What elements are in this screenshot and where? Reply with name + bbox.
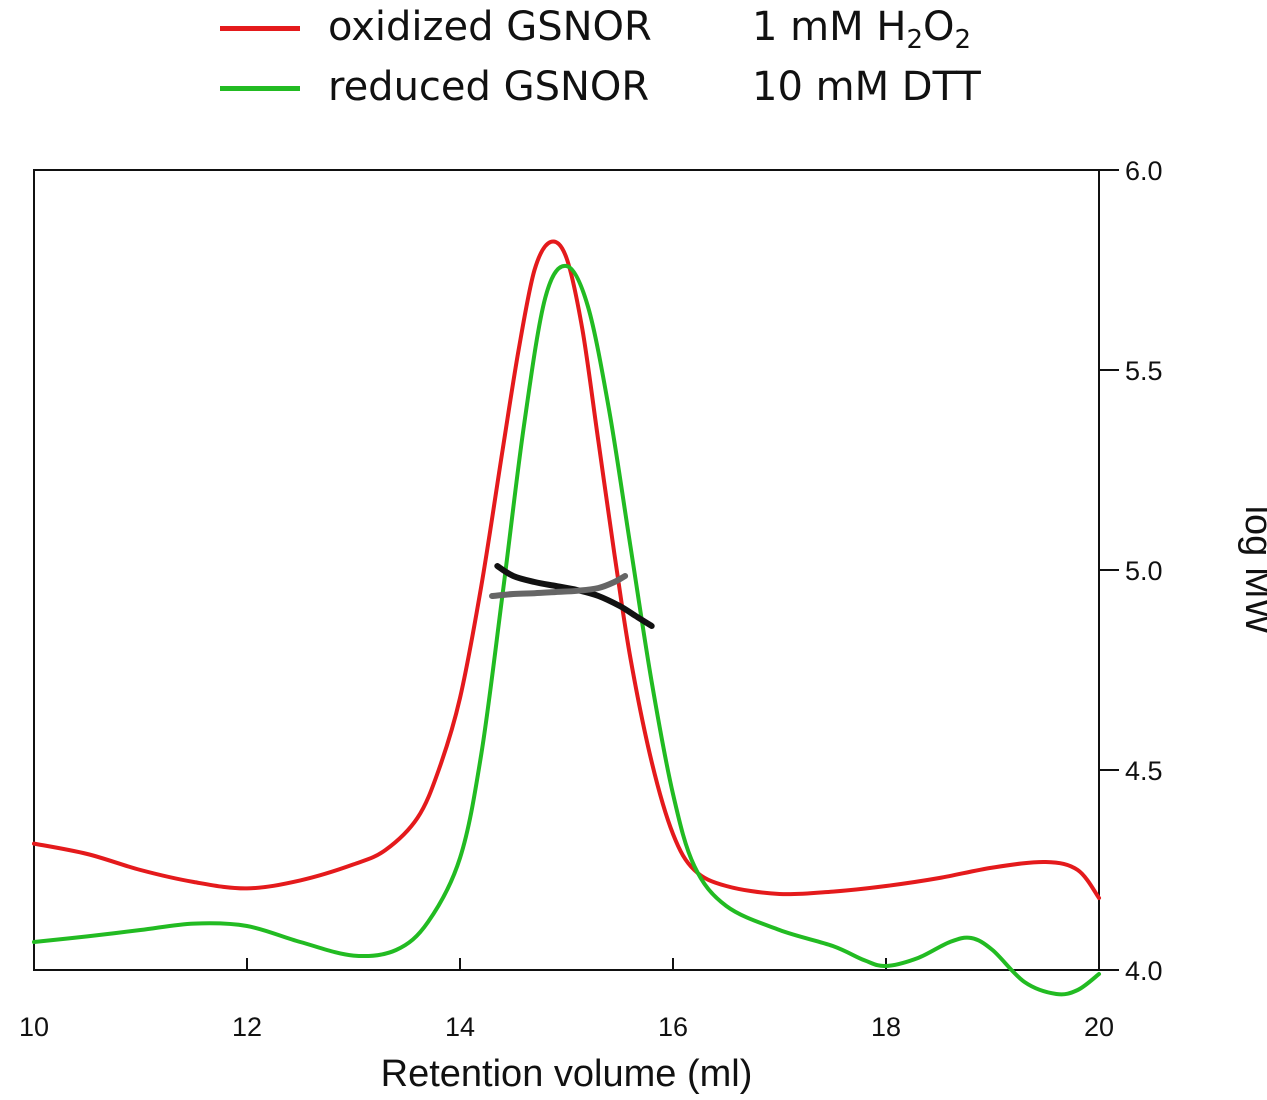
y2-tick-label: 5.0 bbox=[1125, 556, 1163, 586]
x-tick-label: 18 bbox=[871, 1012, 901, 1042]
legend-condition-reduced: 10 mM DTT bbox=[752, 64, 981, 110]
legend-label-reduced: reduced GSNOR bbox=[328, 64, 650, 110]
plot-frame bbox=[33, 169, 1100, 971]
condition-text-b: O bbox=[922, 4, 955, 50]
series-line-0 bbox=[32, 239, 1101, 900]
x-axis-title: Retention volume (ml) bbox=[381, 1053, 753, 1095]
x-axis: 10 12 14 16 18 20 bbox=[19, 958, 1114, 1042]
legend: oxidized GSNOR 1 mM H2O2 reduced GSNOR 1… bbox=[0, 0, 1267, 120]
legend-condition-oxidized: 1 mM H2O2 bbox=[752, 4, 971, 55]
right-y-axis: 4.0 4.5 5.0 5.5 6.0 bbox=[1099, 156, 1163, 986]
condition-text-a: 1 mM H bbox=[752, 4, 907, 50]
condition-sub-a: 2 bbox=[906, 25, 923, 55]
right-y-axis-title: log MW bbox=[1237, 506, 1267, 635]
y2-tick-label: 5.5 bbox=[1125, 356, 1163, 386]
y2-tick-label: 4.0 bbox=[1125, 956, 1163, 986]
y2-tick-label: 4.5 bbox=[1125, 756, 1163, 786]
x-tick-label: 14 bbox=[445, 1012, 475, 1042]
x-tick-label: 20 bbox=[1084, 1012, 1114, 1042]
x-tick-label: 16 bbox=[658, 1012, 688, 1042]
series-line-3 bbox=[489, 573, 629, 599]
legend-entry-reduced: reduced GSNOR 10 mM DTT bbox=[0, 60, 1267, 120]
legend-entry-oxidized: oxidized GSNOR 1 mM H2O2 bbox=[0, 0, 1267, 60]
y2-tick-label: 6.0 bbox=[1125, 156, 1163, 186]
series-line-1 bbox=[32, 263, 1101, 997]
condition-sub-b: 2 bbox=[954, 25, 972, 55]
legend-swatch-oxidized bbox=[220, 26, 300, 31]
x-tick-label: 12 bbox=[232, 1012, 262, 1042]
series-layer bbox=[32, 239, 1101, 997]
x-tick-label: 10 bbox=[19, 1012, 49, 1042]
legend-swatch-reduced bbox=[220, 86, 300, 91]
legend-label-oxidized: oxidized GSNOR bbox=[328, 4, 652, 50]
